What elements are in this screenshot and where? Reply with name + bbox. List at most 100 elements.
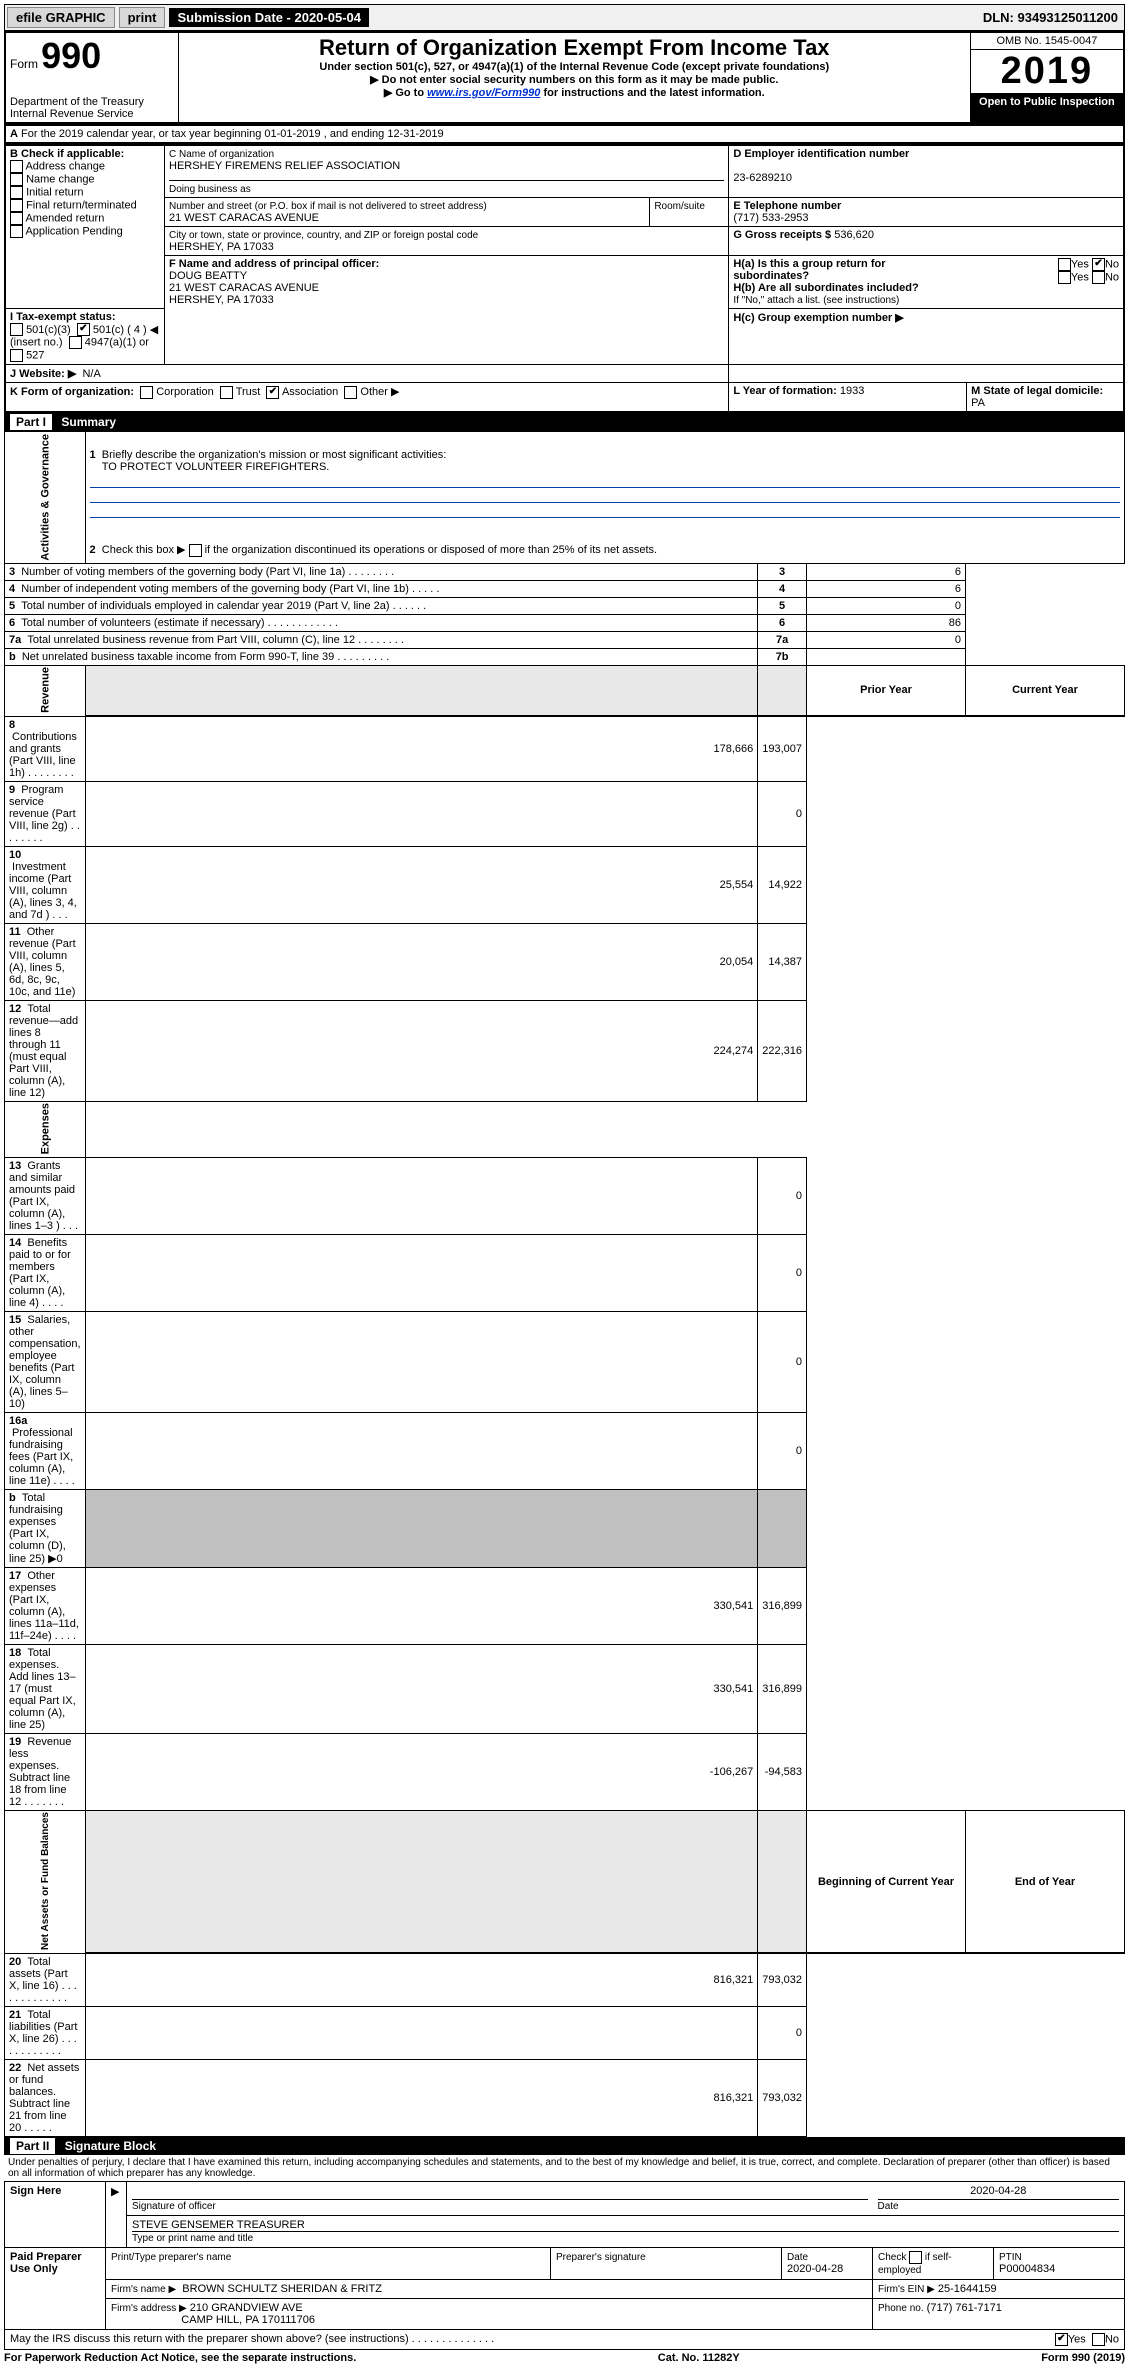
- sign-arrow-icon: ▶: [106, 2181, 127, 2247]
- line-20-text: 20 Total assets (Part X, line 16) . . . …: [5, 1953, 86, 2006]
- check-if: Check if self-employed: [878, 2252, 952, 2276]
- firm-phone-label: Phone no.: [878, 2303, 924, 2314]
- opt-initial: Initial return: [26, 186, 83, 198]
- firm-name: BROWN SCHULTZ SHERIDAN & FRITZ: [182, 2283, 382, 2295]
- line-8-curr: 193,007: [758, 716, 807, 781]
- discuss-no[interactable]: [1092, 2333, 1105, 2346]
- part2-badge: Part II: [10, 2138, 55, 2154]
- ha-yes[interactable]: [1058, 258, 1071, 271]
- discuss-yes[interactable]: [1055, 2333, 1068, 2346]
- hb-no[interactable]: [1092, 271, 1105, 284]
- hb-yes[interactable]: [1058, 271, 1071, 284]
- efile-button[interactable]: efile GRAPHIC: [7, 7, 115, 28]
- line-18-prior: 330,541: [85, 1644, 758, 1733]
- cb-501c3[interactable]: [10, 323, 23, 336]
- line-19-prior: -106,267: [85, 1733, 758, 1810]
- tax-year: 2019: [971, 50, 1123, 93]
- line-13-text: 13 Grants and similar amounts paid (Part…: [5, 1157, 86, 1234]
- part2-title: Signature Block: [65, 2139, 156, 2153]
- line-11-text: 11 Other revenue (Part VIII, column (A),…: [5, 923, 86, 1000]
- part1-table: Activities & Governance 1 Briefly descri…: [4, 431, 1125, 2137]
- checkbox-final[interactable]: [10, 199, 23, 212]
- ptin-label: PTIN: [999, 2252, 1022, 2263]
- cb-discontinued[interactable]: [189, 544, 202, 557]
- mission-line-1: [90, 475, 1120, 488]
- state-domicile-label: M State of legal domicile:: [971, 385, 1103, 397]
- line-7a-value: 0: [807, 631, 966, 648]
- col-curr: Current Year: [966, 665, 1125, 716]
- line-4-cell: 4: [758, 580, 807, 597]
- box-b-label: B Check if applicable:: [10, 148, 124, 160]
- checkbox-name-change[interactable]: [10, 173, 23, 186]
- street-address: 21 WEST CARACAS AVENUE: [169, 212, 319, 224]
- footer: For Paperwork Reduction Act Notice, see …: [4, 2350, 1125, 2366]
- vert-exp: Expenses: [5, 1101, 86, 1157]
- line-15-prior: [85, 1311, 758, 1412]
- omb-number: OMB No. 1545-0047: [971, 33, 1123, 50]
- line-10-prior: 25,554: [85, 846, 758, 923]
- sig-date: 2020-04-28: [878, 2185, 1120, 2200]
- officer-addr2: HERSHEY, PA 17033: [169, 294, 274, 306]
- discuss-no-label: No: [1105, 2333, 1119, 2345]
- lbl-other: Other ▶: [360, 386, 399, 398]
- firm-phone: (717) 761-7171: [927, 2302, 1002, 2314]
- checkbox-pending[interactable]: [10, 225, 23, 238]
- lbl-corp: Corporation: [156, 386, 213, 398]
- ptin: P00004834: [999, 2263, 1055, 2275]
- line-12-prior: 224,274: [85, 1000, 758, 1101]
- line-8-text: 8 Contributions and grants (Part VIII, l…: [5, 716, 86, 781]
- line-9-prior: [85, 781, 758, 846]
- line-21-prior: [85, 2006, 758, 2059]
- sign-here: Sign Here: [5, 2181, 106, 2247]
- hc-label: H(c) Group exemption number ▶: [733, 312, 903, 324]
- subtitle-1: Under section 501(c), 527, or 4947(a)(1)…: [183, 61, 966, 73]
- line-17-prior: 330,541: [85, 1567, 758, 1644]
- tax-period: For the 2019 calendar year, or tax year …: [21, 128, 444, 140]
- state-domicile: PA: [971, 397, 985, 409]
- discuss-yes-label: Yes: [1068, 2333, 1086, 2345]
- officer-addr1: 21 WEST CARACAS AVENUE: [169, 282, 319, 294]
- addr-label: Number and street (or P.O. box if mail i…: [169, 201, 487, 212]
- form-label: Form: [10, 57, 38, 71]
- ha-no[interactable]: [1092, 258, 1105, 271]
- cb-other[interactable]: [344, 386, 357, 399]
- cb-527[interactable]: [10, 349, 23, 362]
- line-13-curr: 0: [758, 1157, 807, 1234]
- line-8-prior: 178,666: [85, 716, 758, 781]
- cb-self-employed[interactable]: [909, 2251, 922, 2264]
- checkbox-initial[interactable]: [10, 186, 23, 199]
- line-16a-curr: 0: [758, 1412, 807, 1489]
- form990-link[interactable]: www.irs.gov/Form990: [427, 87, 540, 99]
- cb-trust[interactable]: [220, 386, 233, 399]
- title: Return of Organization Exempt From Incom…: [183, 35, 966, 61]
- city-state-zip: HERSHEY, PA 17033: [169, 241, 274, 253]
- irs: Internal Revenue Service: [10, 108, 174, 120]
- lbl-501c3: 501(c)(3): [26, 324, 71, 336]
- checkbox-address-change[interactable]: [10, 160, 23, 173]
- open-to-public: Open to Public Inspection: [970, 94, 1124, 123]
- line-3-text: 3 Number of voting members of the govern…: [5, 563, 758, 580]
- line-20-prior: 816,321: [85, 1953, 758, 2006]
- top-bar: efile GRAPHIC print Submission Date - 20…: [4, 4, 1125, 31]
- line-21-text: 21 Total liabilities (Part X, line 26) .…: [5, 2006, 86, 2059]
- ha-yes-label: Yes: [1071, 258, 1089, 270]
- line-14-prior: [85, 1234, 758, 1311]
- checkbox-amended[interactable]: [10, 212, 23, 225]
- cb-501c[interactable]: [77, 323, 90, 336]
- print-button[interactable]: print: [119, 7, 166, 28]
- city-label: City or town, state or province, country…: [169, 230, 478, 241]
- lbl-trust: Trust: [236, 386, 261, 398]
- prep-sig-label: Preparer's signature: [556, 2252, 646, 2263]
- cb-4947[interactable]: [69, 336, 82, 349]
- cb-corp[interactable]: [140, 386, 153, 399]
- cb-assoc[interactable]: [266, 386, 279, 399]
- line-7a-cell: 7a: [758, 631, 807, 648]
- firm-addr2: CAMP HILL, PA 170111706: [181, 2314, 315, 2326]
- ha-label: H(a) Is this a group return for subordin…: [733, 258, 885, 282]
- line-12-text: 12 Total revenue—add lines 8 through 11 …: [5, 1000, 86, 1101]
- year-formation-label: L Year of formation:: [733, 385, 837, 397]
- opt-address-change: Address change: [25, 160, 105, 172]
- line-4-value: 6: [807, 580, 966, 597]
- line-b-prior: [85, 1489, 758, 1567]
- line-9-curr: 0: [758, 781, 807, 846]
